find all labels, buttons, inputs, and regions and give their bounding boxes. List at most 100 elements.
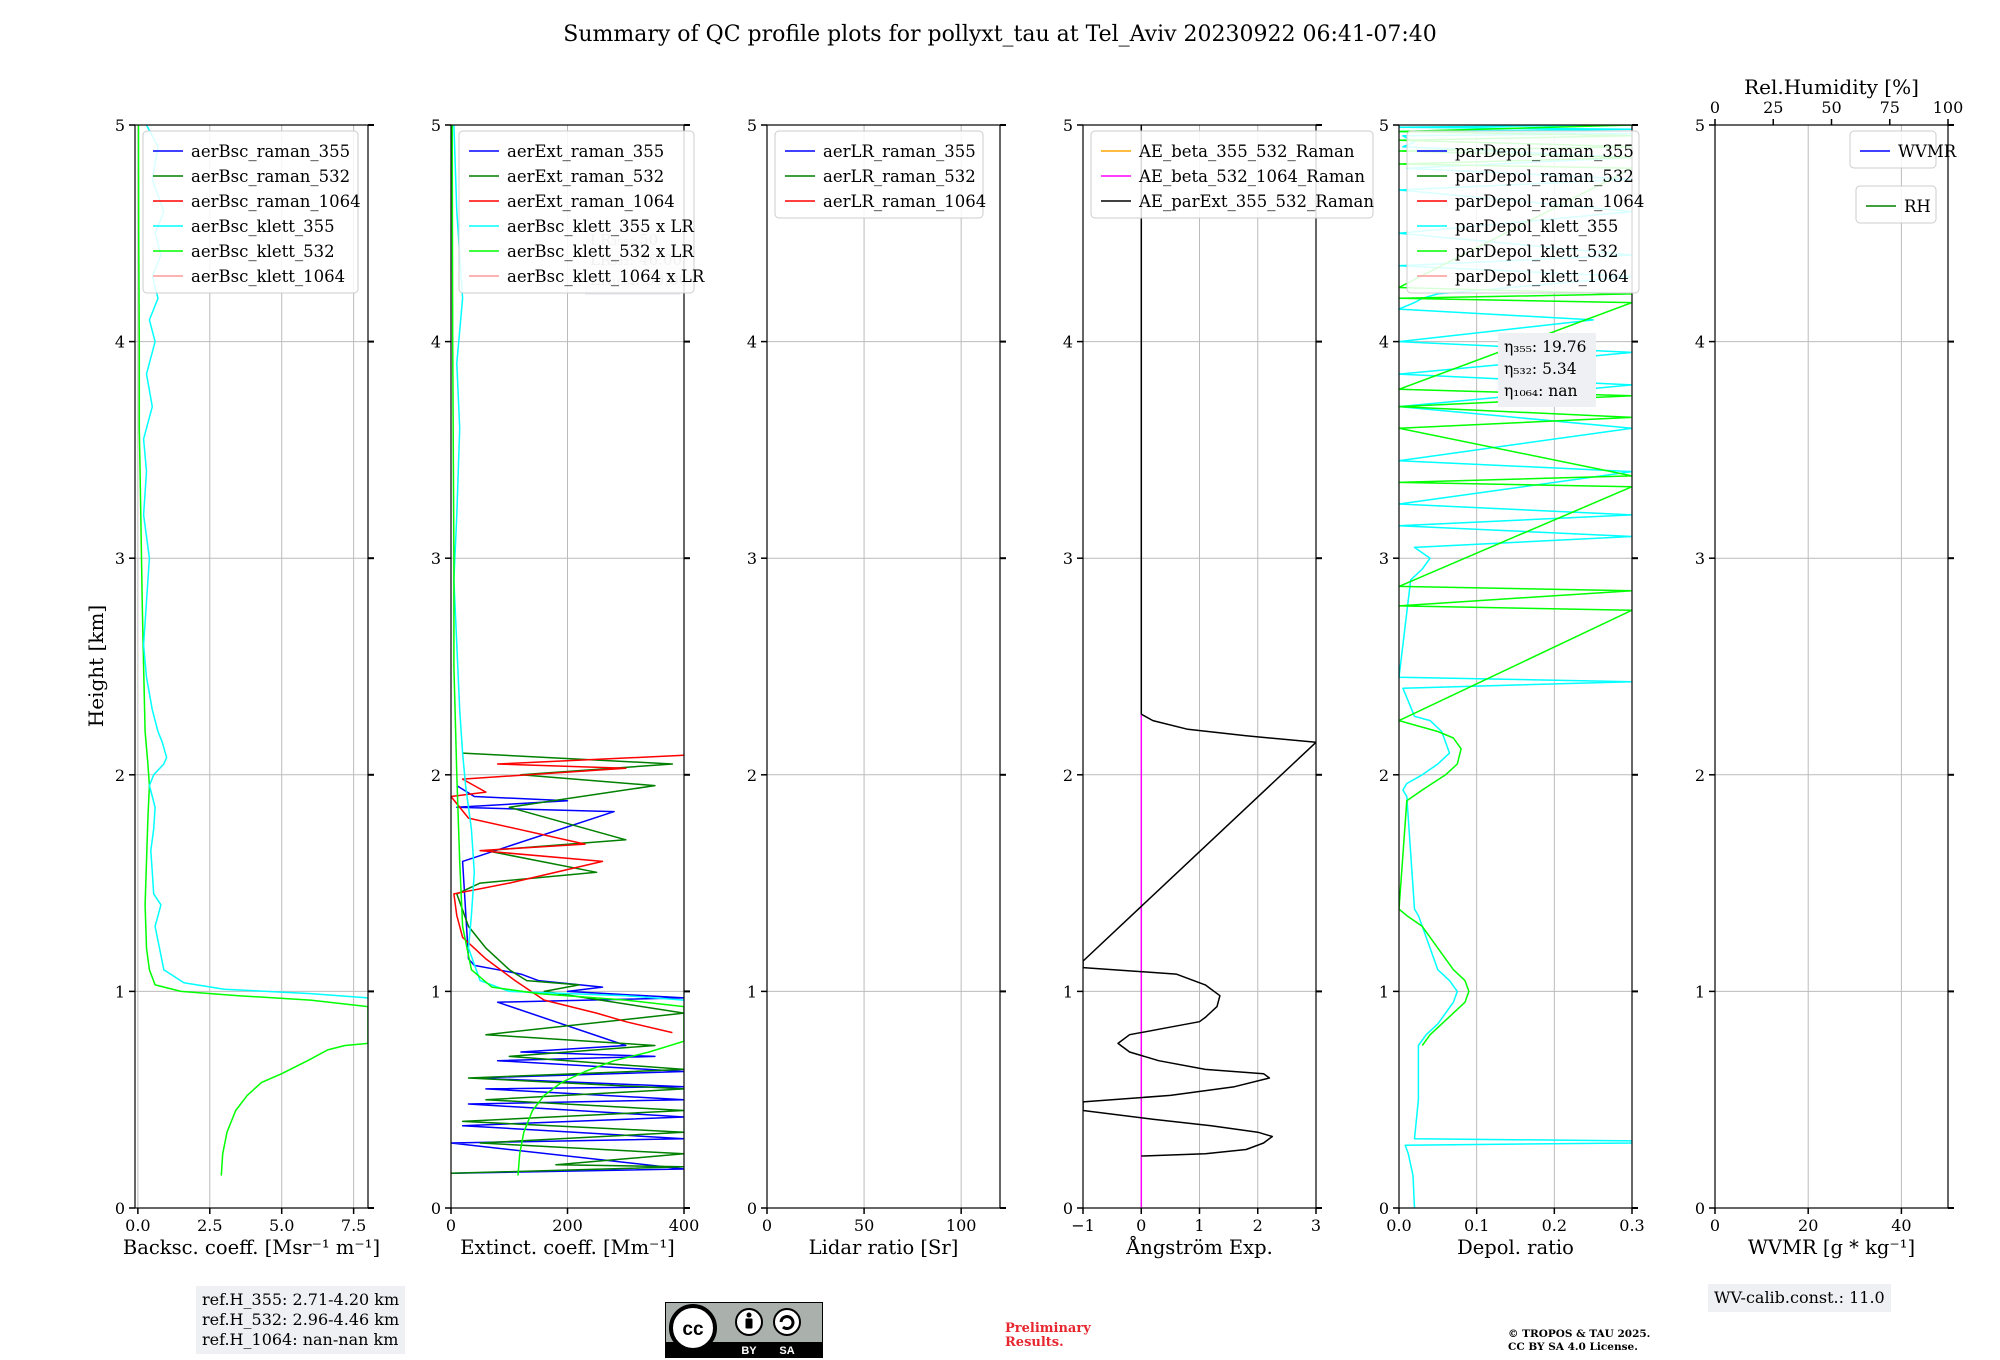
xtick-label-bsc-0: 0.0 [125,1216,150,1235]
preliminary-note: Preliminary Results. [1005,1322,1091,1350]
ytick-label-wv-5: 5 [1695,116,1705,135]
legend-label-ae-0: AE_beta_355_532_Raman [1138,142,1355,161]
legend-label-ext-1: aerExt_raman_532 [507,167,664,186]
sa-label: SA [779,1345,794,1357]
ytick-label-wv-3: 3 [1695,549,1705,568]
copyright-line-1: © TROPOS & TAU 2025. [1508,1328,1651,1340]
top-xtick-label-wv-2: 50 [1821,98,1841,117]
legend-label-lr-1: aerLR_raman_532 [823,167,976,186]
ytick-label-ae-3: 3 [1063,549,1073,568]
xtick-label-ae-1: 0 [1136,1216,1146,1235]
xtick-label-lr-0: 0 [762,1216,772,1235]
series-ae-1 [1083,125,1316,1157]
legend-label-depol-1: parDepol_raman_532 [1455,167,1634,186]
xlabel-lr: Lidar ratio [Sr] [809,1236,959,1259]
legend-label-bsc-5: aerBsc_klett_1064 [191,267,345,286]
series-ext-0 [451,784,684,1175]
xtick-label-lr-2: 100 [946,1216,977,1235]
xlabel-ext: Extinct. coeff. [Mm⁻¹] [460,1236,675,1259]
ytick-label-bsc-3: 3 [115,549,125,568]
ytick-label-wv-1: 1 [1695,982,1705,1001]
top-xtick-label-wv-4: 100 [1933,98,1964,117]
preliminary-line-1: Preliminary [1005,1321,1091,1336]
xtick-label-ext-1: 200 [552,1216,583,1235]
legend-box-ext [458,130,695,294]
xtick-label-ae-0: −1 [1071,1216,1095,1235]
axes-frame-lr [766,124,1001,1209]
xtick-label-depol-2: 0.2 [1542,1216,1567,1235]
xtick-label-ae-2: 1 [1194,1216,1204,1235]
legend-label-bsc-1: aerBsc_raman_532 [191,167,350,186]
figure-title: Summary of QC profile plots for pollyxt_… [563,22,1437,47]
ytick-label-lr-1: 1 [747,982,757,1001]
panel-depol: 0 1 2 3 4 5 0.0 0.1 0.2 0.3 Depol. ratio parDepol_r… [1379,116,1645,1259]
xtick-label-wv-2: 40 [1891,1216,1911,1235]
legend-label-lr-2: aerLR_raman_1064 [823,192,986,211]
wv-calibration-box: WV-calib.const.: 11.0 [1708,1284,1891,1312]
xtick-label-depol-1: 0.1 [1464,1216,1489,1235]
xtick-label-bsc-1: 2.5 [197,1216,222,1235]
xlabel-depol: Depol. ratio [1457,1236,1574,1259]
ytick-label-bsc-5: 5 [115,116,125,135]
series-ext-1 [451,752,684,1175]
legend-label-ext-3: aerBsc_klett_355 x LR [507,217,694,236]
ytick-label-lr-4: 4 [747,333,757,352]
xlabel-ae: Ångström Exp. [1125,1234,1273,1259]
legend-label-depol-3: parDepol_klett_355 [1455,217,1618,236]
legend-label-bsc-4: aerBsc_klett_532 [191,242,335,261]
series-ext-4 [451,125,684,1176]
copyright-note: © TROPOS & TAU 2025. CC BY SA 4.0 Licens… [1508,1328,1650,1354]
ytick-label-ext-0: 0 [431,1199,441,1218]
ytick-label-depol-3: 3 [1379,549,1389,568]
ytick-label-ae-1: 1 [1063,982,1073,1001]
series-ext-3 [453,125,684,1001]
top-xtick-label-wv-0: 0 [1710,98,1720,117]
copyright-line-2: CC BY SA 4.0 License. [1508,1341,1638,1353]
legend-label-ext-0: aerExt_raman_355 [507,142,664,161]
reference-heights-box: ref.H_355: 2.71-4.20 km ref.H_532: 2.96-… [196,1286,406,1354]
ytick-label-lr-3: 3 [747,549,757,568]
xlabel-wv: WVMR [g * kg⁻¹] [1748,1236,1915,1259]
cc-text: cc [682,1319,704,1340]
cc-icon [669,1304,717,1352]
ytick-label-lr-2: 2 [747,766,757,785]
ytick-label-ext-5: 5 [431,116,441,135]
ytick-label-wv-0: 0 [1695,1199,1705,1218]
legend-box-wv [1849,130,1937,169]
ytick-label-bsc-0: 0 [115,1199,125,1218]
xtick-label-bsc-3: 7.5 [341,1216,366,1235]
series-bsc-0 [137,125,368,1176]
ytick-label-ae-5: 5 [1063,116,1073,135]
sa-icon [773,1308,801,1336]
ref-height-355: ref.H_355: 2.71-4.20 km [202,1290,400,1309]
legend-label-bsc-2: aerBsc_raman_1064 [191,192,361,211]
xtick-label-ext-2: 400 [669,1216,700,1235]
preliminary-line-2: Results. [1005,1335,1064,1350]
legend-label-depol-0: parDepol_raman_355 [1455,142,1634,161]
ref-height-1064: ref.H_1064: nan-nan km [202,1330,399,1349]
ytick-label-bsc-1: 1 [115,982,125,1001]
axes-frame-depol [1398,124,1633,1209]
legend-label-wv-2-0: RH [1904,197,1931,216]
ytick-label-lr-5: 5 [747,116,757,135]
legend-label-depol-2: parDepol_raman_1064 [1455,192,1644,211]
cc-by-sa-license-badge: cc BY SA [665,1302,823,1358]
axes-frame-wv [1714,124,1949,1209]
eta-box [1498,333,1596,407]
legend-box-ae [1090,130,1374,219]
by-label: BY [741,1345,757,1357]
legend-label-bsc-3: aerBsc_klett_355 [191,217,335,236]
ytick-label-depol-2: 2 [1379,766,1389,785]
axes-frame-bsc [134,124,369,1209]
top-xtick-label-wv-1: 25 [1763,98,1783,117]
eta-text-1: η₅₃₂: 5.34 [1504,360,1577,378]
xtick-label-ae-3: 2 [1253,1216,1263,1235]
xtick-label-ae-4: 3 [1311,1216,1321,1235]
legend-label-bsc-0: aerBsc_raman_355 [191,142,350,161]
series-ext-2 [451,754,684,1034]
xtick-label-ext-0: 0 [446,1216,456,1235]
